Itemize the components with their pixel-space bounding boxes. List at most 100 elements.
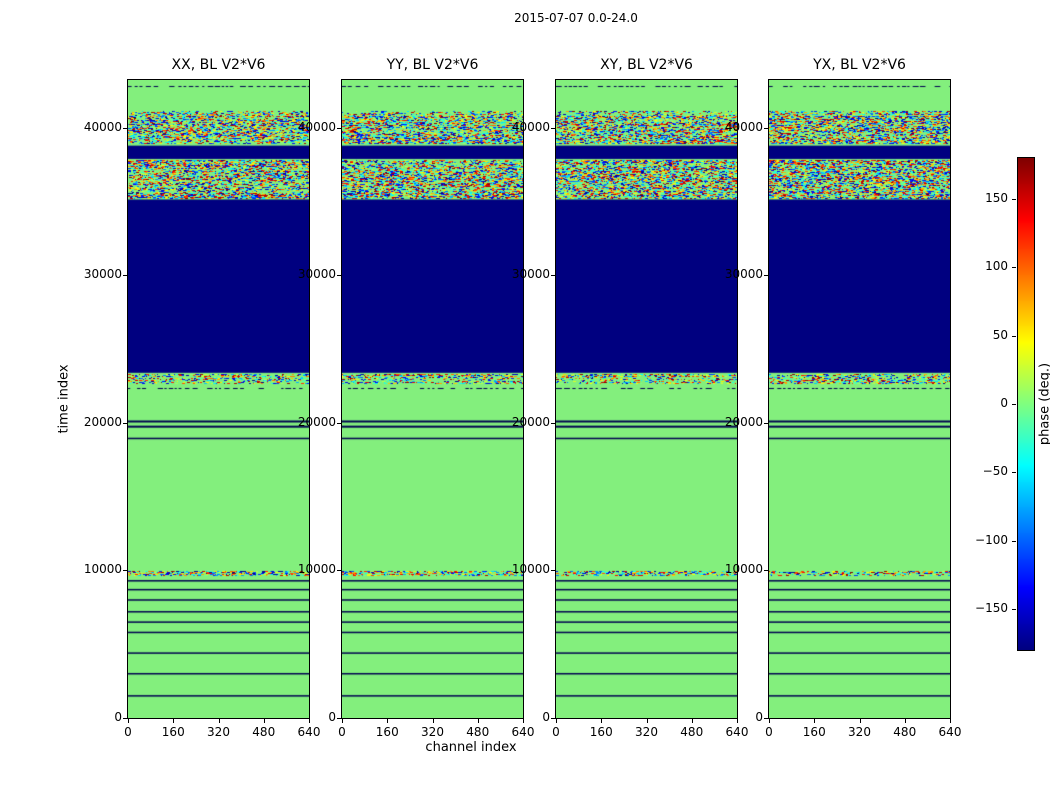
- y-tick: [123, 128, 127, 129]
- x-tick: [692, 719, 693, 723]
- x-tick-label: 160: [158, 725, 188, 739]
- colorbar-tick: [1012, 541, 1016, 542]
- x-tick: [264, 719, 265, 723]
- y-tick: [764, 718, 768, 719]
- x-tick: [601, 719, 602, 723]
- heatmap-canvas-yy: [341, 79, 524, 719]
- colorbar-gradient: [1017, 157, 1035, 651]
- panel-title-yx: YX, BL V2*V6: [769, 57, 950, 73]
- y-tick: [123, 423, 127, 424]
- x-tick: [769, 719, 770, 723]
- heatmap-canvas-xy: [555, 79, 738, 719]
- y-tick: [123, 570, 127, 571]
- figure-title: 2015-07-07 0.0-24.0: [514, 11, 638, 25]
- colorbar-tick-label: 150: [968, 191, 1008, 205]
- y-tick: [764, 423, 768, 424]
- x-tick-label: 480: [890, 725, 920, 739]
- y-tick-label: 30000: [721, 267, 763, 281]
- y-tick-label: 20000: [294, 415, 336, 429]
- y-tick-label: 10000: [508, 562, 550, 576]
- y-tick-label: 10000: [80, 562, 122, 576]
- x-tick: [950, 719, 951, 723]
- colorbar-label: phase (deg.): [1038, 363, 1050, 445]
- y-tick-label: 40000: [721, 120, 763, 134]
- y-tick: [551, 423, 555, 424]
- panel-title-yy: YY, BL V2*V6: [342, 57, 523, 73]
- x-tick-label: 640: [294, 725, 324, 739]
- y-tick-label: 0: [721, 710, 763, 724]
- x-tick: [647, 719, 648, 723]
- x-tick-label: 640: [508, 725, 538, 739]
- colorbar-tick: [1012, 336, 1016, 337]
- x-tick-label: 320: [418, 725, 448, 739]
- figure: 2015-07-07 0.0-24.0 time index channel i…: [0, 0, 1050, 800]
- y-tick-label: 20000: [508, 415, 550, 429]
- y-tick-label: 40000: [508, 120, 550, 134]
- x-axis-label: channel index: [425, 740, 516, 755]
- x-tick-label: 480: [249, 725, 279, 739]
- y-tick: [337, 128, 341, 129]
- x-tick: [478, 719, 479, 723]
- heatmap-canvas-yx: [768, 79, 951, 719]
- x-tick-label: 0: [113, 725, 143, 739]
- y-tick: [337, 275, 341, 276]
- x-tick-label: 640: [722, 725, 752, 739]
- y-tick-label: 0: [294, 710, 336, 724]
- x-tick: [556, 719, 557, 723]
- x-tick: [905, 719, 906, 723]
- colorbar-tick-label: 100: [968, 259, 1008, 273]
- x-tick: [814, 719, 815, 723]
- y-tick-label: 0: [508, 710, 550, 724]
- colorbar-tick-label: −100: [968, 533, 1008, 547]
- x-tick-label: 320: [845, 725, 875, 739]
- x-tick: [433, 719, 434, 723]
- x-tick-label: 0: [541, 725, 571, 739]
- colorbar-tick: [1012, 267, 1016, 268]
- heatmap-canvas-xx: [127, 79, 310, 719]
- colorbar-tick-label: −150: [968, 601, 1008, 615]
- colorbar-tick: [1012, 472, 1016, 473]
- colorbar-tick: [1012, 199, 1016, 200]
- x-tick-label: 480: [463, 725, 493, 739]
- x-tick-label: 320: [204, 725, 234, 739]
- y-tick-label: 30000: [80, 267, 122, 281]
- x-tick: [173, 719, 174, 723]
- y-tick: [337, 570, 341, 571]
- x-tick-label: 480: [677, 725, 707, 739]
- colorbar-tick-label: −50: [968, 464, 1008, 478]
- y-tick: [764, 570, 768, 571]
- y-tick-label: 30000: [294, 267, 336, 281]
- y-axis-label: time index: [57, 364, 72, 433]
- x-tick: [219, 719, 220, 723]
- y-tick-label: 20000: [80, 415, 122, 429]
- y-tick-label: 0: [80, 710, 122, 724]
- y-tick: [123, 718, 127, 719]
- y-tick: [123, 275, 127, 276]
- panel-title-xy: XY, BL V2*V6: [556, 57, 737, 73]
- y-tick: [551, 718, 555, 719]
- x-tick-label: 0: [754, 725, 784, 739]
- colorbar-tick: [1012, 404, 1016, 405]
- x-tick: [387, 719, 388, 723]
- x-tick: [342, 719, 343, 723]
- y-tick: [551, 128, 555, 129]
- y-tick-label: 10000: [721, 562, 763, 576]
- y-tick-label: 20000: [721, 415, 763, 429]
- panel-title-xx: XX, BL V2*V6: [128, 57, 309, 73]
- x-tick-label: 160: [586, 725, 616, 739]
- y-tick: [337, 718, 341, 719]
- colorbar-tick-label: 50: [968, 328, 1008, 342]
- y-tick-label: 40000: [294, 120, 336, 134]
- colorbar-tick-label: 0: [968, 396, 1008, 410]
- y-tick: [764, 275, 768, 276]
- y-tick-label: 10000: [294, 562, 336, 576]
- x-tick-label: 160: [372, 725, 402, 739]
- x-tick-label: 320: [632, 725, 662, 739]
- y-tick: [551, 570, 555, 571]
- y-tick: [764, 128, 768, 129]
- x-tick-label: 0: [327, 725, 357, 739]
- x-tick: [128, 719, 129, 723]
- x-tick: [860, 719, 861, 723]
- y-tick-label: 30000: [508, 267, 550, 281]
- y-tick: [551, 275, 555, 276]
